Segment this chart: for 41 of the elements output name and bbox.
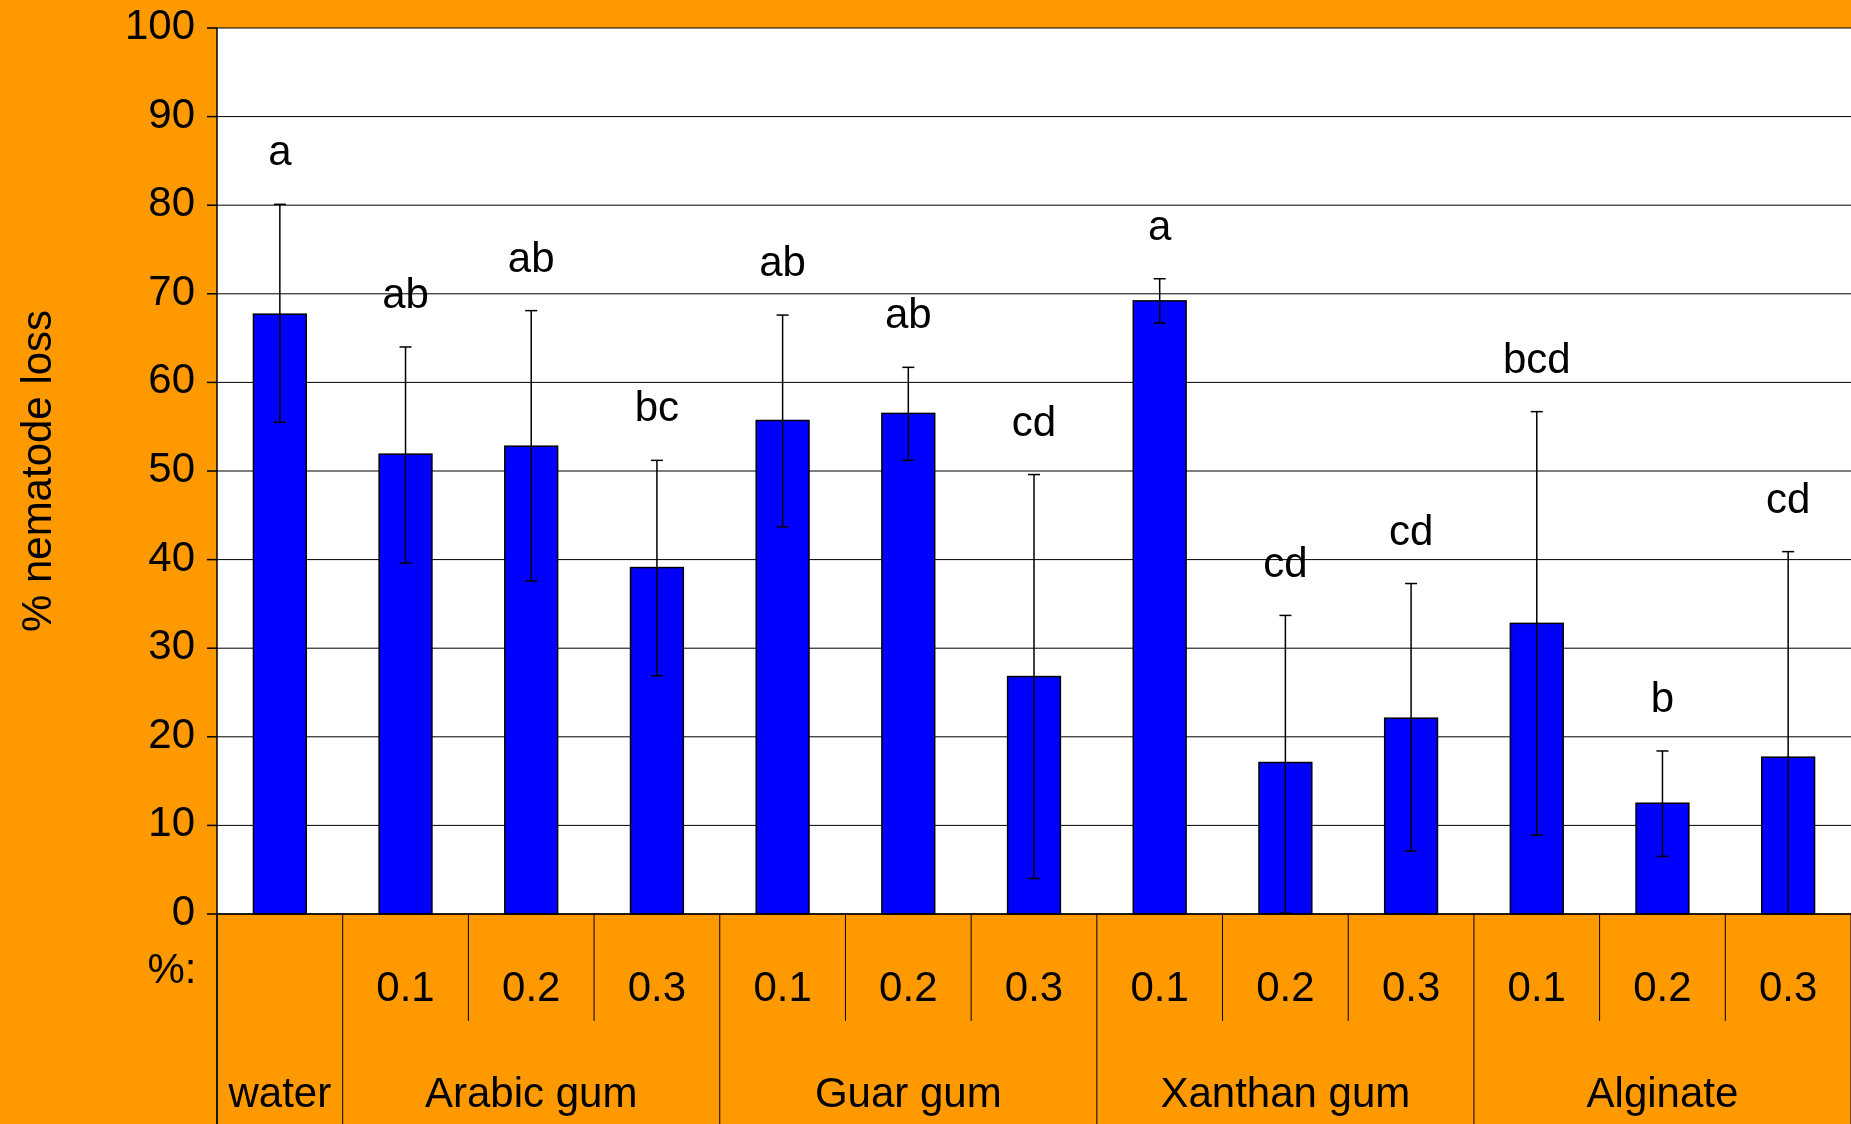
annotation: cd — [1011, 397, 1057, 445]
y-axis-title: % nematode loss — [13, 309, 61, 633]
y-tick-label: 90 — [148, 89, 195, 137]
annotation: a — [268, 127, 293, 175]
y-tick-label: 100 — [124, 1, 195, 49]
x-tick-label: 0.3 — [1758, 963, 1818, 1011]
x-tick-label: 0.3 — [627, 963, 687, 1011]
x-tick-label: 0.2 — [1256, 963, 1315, 1011]
x-tick-label: 0.2 — [1633, 963, 1692, 1011]
y-tick-label: 0 — [171, 887, 195, 935]
text: water — [227, 1069, 332, 1117]
text: Guar gum — [814, 1069, 1002, 1117]
annotation: cd — [1388, 506, 1434, 554]
x-tick-label: 0.3 — [1381, 963, 1441, 1011]
annotation: bcd — [1502, 334, 1571, 382]
y-tick-label: 50 — [148, 444, 195, 492]
x-tick-label: 0.1 — [1507, 963, 1566, 1011]
x-tick-label: 0.2 — [879, 963, 938, 1011]
y-tick-label: 70 — [148, 266, 195, 314]
y-tick-label: 40 — [148, 532, 195, 580]
text: Arabic gum — [425, 1069, 638, 1117]
y-tick-label: 60 — [148, 355, 195, 403]
x-tick-label: 0.2 — [502, 963, 561, 1011]
annotation: ab — [759, 238, 806, 286]
y-tick-label: 80 — [148, 178, 195, 226]
x-tick-label: 0.1 — [753, 963, 812, 1011]
annotation: bc — [634, 383, 680, 431]
x-tick-label: 0.1 — [1130, 963, 1189, 1011]
text: Alginate — [1586, 1069, 1739, 1117]
y-tick-label: 20 — [148, 709, 195, 757]
y-tick-label: 10 — [148, 798, 195, 846]
x-tick-label: 0.3 — [1004, 963, 1064, 1011]
annotation: cd — [1765, 474, 1811, 522]
annotation: a — [1148, 201, 1173, 249]
text: Xanthan gum — [1160, 1069, 1411, 1117]
y-tick-label: 30 — [148, 621, 195, 669]
annotation: ab — [507, 233, 555, 281]
text: %: — [147, 945, 197, 993]
x-tick-label: 0.1 — [376, 963, 435, 1011]
annotation: b — [1650, 674, 1675, 722]
annotation: ab — [884, 290, 932, 338]
